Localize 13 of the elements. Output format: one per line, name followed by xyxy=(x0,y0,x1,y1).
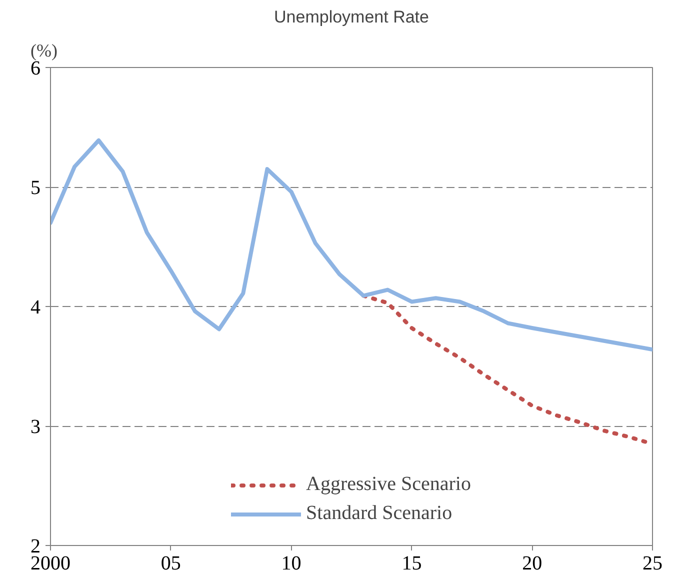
chart-title: Unemployment Rate xyxy=(274,8,429,26)
legend-label: Standard Scenario xyxy=(306,502,452,525)
x-tick-label: 15 xyxy=(402,552,422,574)
x-tick-label: 05 xyxy=(160,552,181,574)
x-tick-label: 20 xyxy=(522,552,542,574)
x-tick-label: 25 xyxy=(642,552,662,574)
line-series xyxy=(50,138,652,352)
x-tick-label: 10 xyxy=(281,552,302,574)
y-axis-title: (%) xyxy=(30,40,58,60)
y-tick-label: 4 xyxy=(30,296,40,318)
y-tick-label: 3 xyxy=(30,416,40,438)
y-tick-label: 5 xyxy=(30,177,40,199)
legend-label: Aggressive Scenario xyxy=(306,473,471,496)
